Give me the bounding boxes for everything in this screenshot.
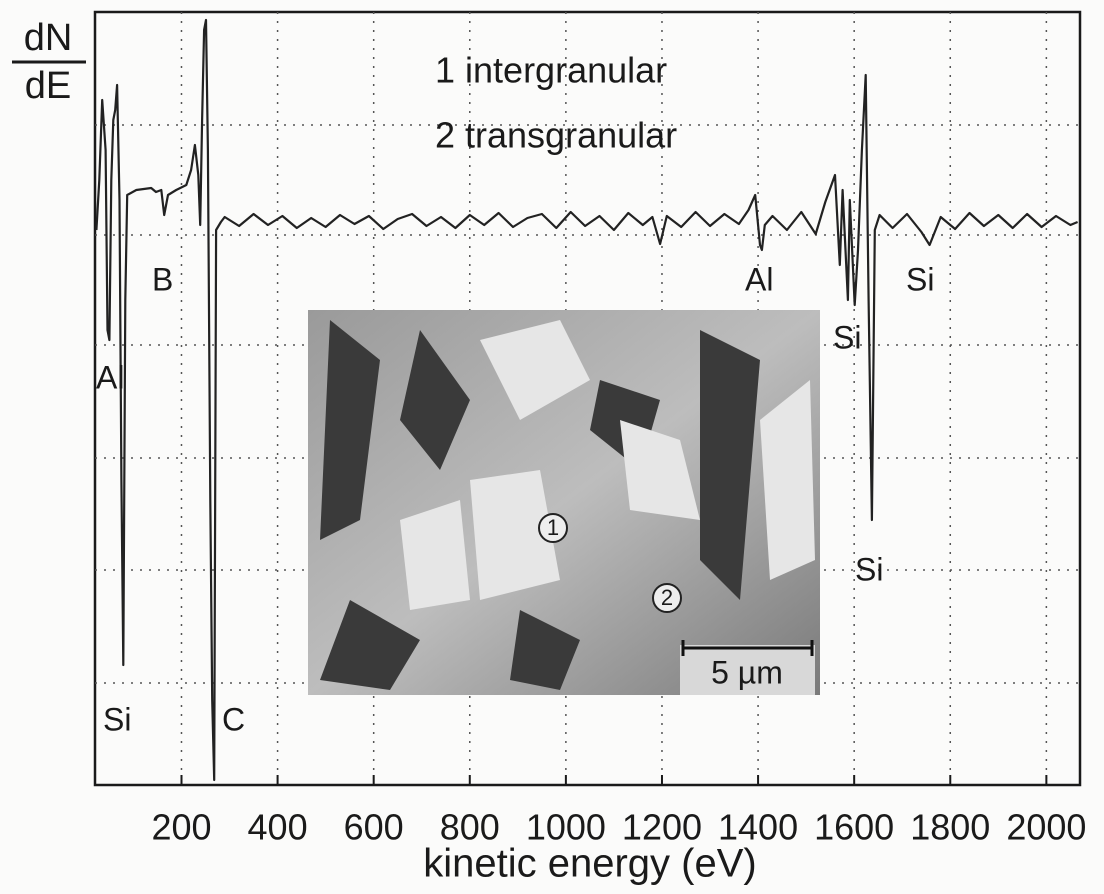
plot-frame: [93, 10, 1082, 787]
x-tick-label: 2000: [1006, 807, 1086, 848]
x-tick-label: 1400: [718, 807, 798, 848]
scale-bar-label: 5 µm: [711, 654, 783, 690]
x-tick-label: 400: [248, 807, 308, 848]
spectrum-line: [95, 18, 1079, 782]
peak-label: Si: [103, 701, 131, 737]
y-label-denominator: dE: [25, 65, 71, 107]
sem-inset: [308, 310, 820, 695]
x-tick-label: 800: [440, 807, 500, 848]
peak-label: Si: [833, 319, 861, 355]
legend-line: 2 transgranular: [435, 115, 677, 156]
legend-line: 1 intergranular: [435, 50, 667, 91]
x-axis-label: kinetic energy (eV): [423, 842, 756, 886]
x-tick-label: 1200: [622, 807, 702, 848]
inset-marker: 2: [661, 585, 673, 610]
x-tick-label: 200: [151, 807, 211, 848]
x-tick-label: 600: [344, 807, 404, 848]
peak-label: Si: [855, 551, 883, 587]
peak-label: Al: [745, 261, 773, 297]
peak-label: C: [222, 701, 245, 737]
peak-label: Al: [96, 359, 124, 395]
peak-label: Si: [906, 261, 934, 297]
peak-label: B: [152, 261, 173, 297]
x-tick-label: 1000: [526, 807, 606, 848]
x-tick-label: 1800: [910, 807, 990, 848]
x-tick-label: 1600: [814, 807, 894, 848]
h-grid: [95, 124, 1080, 684]
inset-marker: 1: [547, 515, 559, 540]
y-label-numerator: dN: [24, 17, 73, 59]
